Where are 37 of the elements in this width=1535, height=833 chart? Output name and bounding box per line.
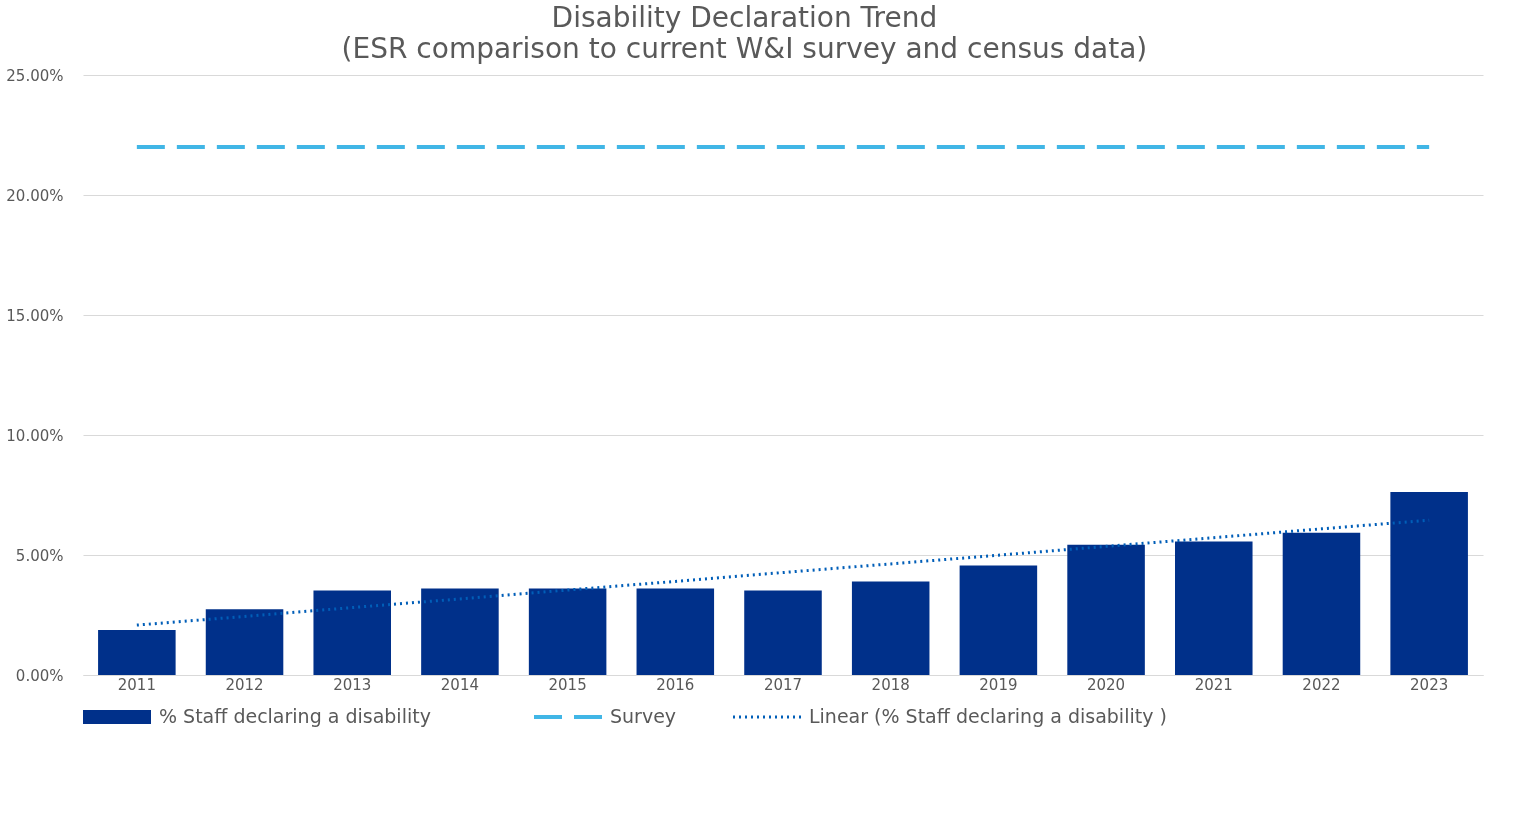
x-tick-label: 2012: [225, 675, 264, 694]
bar: [636, 588, 715, 675]
y-tick-label: 15.00%: [6, 306, 64, 325]
chart-title: Disability Declaration Trend: [551, 1, 938, 34]
bar: [1175, 541, 1253, 675]
bar: [959, 565, 1038, 675]
y-tick-label: 0.00%: [15, 666, 64, 685]
bar: [421, 588, 499, 675]
bar: [744, 590, 822, 675]
x-tick-label: 2013: [333, 675, 372, 694]
bar: [1390, 491, 1468, 675]
x-tick-label: 2016: [656, 675, 695, 694]
chart-subtitle: (ESR comparison to current W&I survey and census data): [341, 32, 1148, 65]
y-tick-label: 10.00%: [6, 426, 64, 445]
bar: [528, 588, 607, 675]
y-tick-label: 5.00%: [15, 546, 64, 565]
x-tick-label: 2022: [1302, 675, 1341, 694]
x-tick-label: 2015: [548, 675, 587, 694]
x-tick-label: 2021: [1194, 675, 1233, 694]
x-tick-label: 2020: [1086, 675, 1126, 694]
x-tick-label: 2023: [1410, 675, 1449, 694]
legend-label: % Staff declaring a disability: [159, 705, 431, 727]
legend-label: Linear (% Staff declaring a disability ): [809, 705, 1167, 727]
bar: [1067, 544, 1145, 675]
legend-label: Survey: [610, 705, 677, 727]
x-tick-label: 2019: [979, 675, 1018, 694]
bar: [851, 581, 930, 675]
x-tick-label: 2017: [763, 675, 803, 694]
y-tick-label: 20.00%: [6, 186, 64, 205]
bar: [98, 630, 176, 675]
bar: [313, 590, 391, 675]
x-tick-label: 2011: [117, 675, 156, 694]
x-tick-label: 2014: [440, 675, 480, 694]
x-tick-label: 2018: [871, 675, 910, 694]
bar: [1282, 532, 1361, 675]
bar: [205, 609, 284, 675]
y-tick-label: 25.00%: [6, 66, 64, 85]
